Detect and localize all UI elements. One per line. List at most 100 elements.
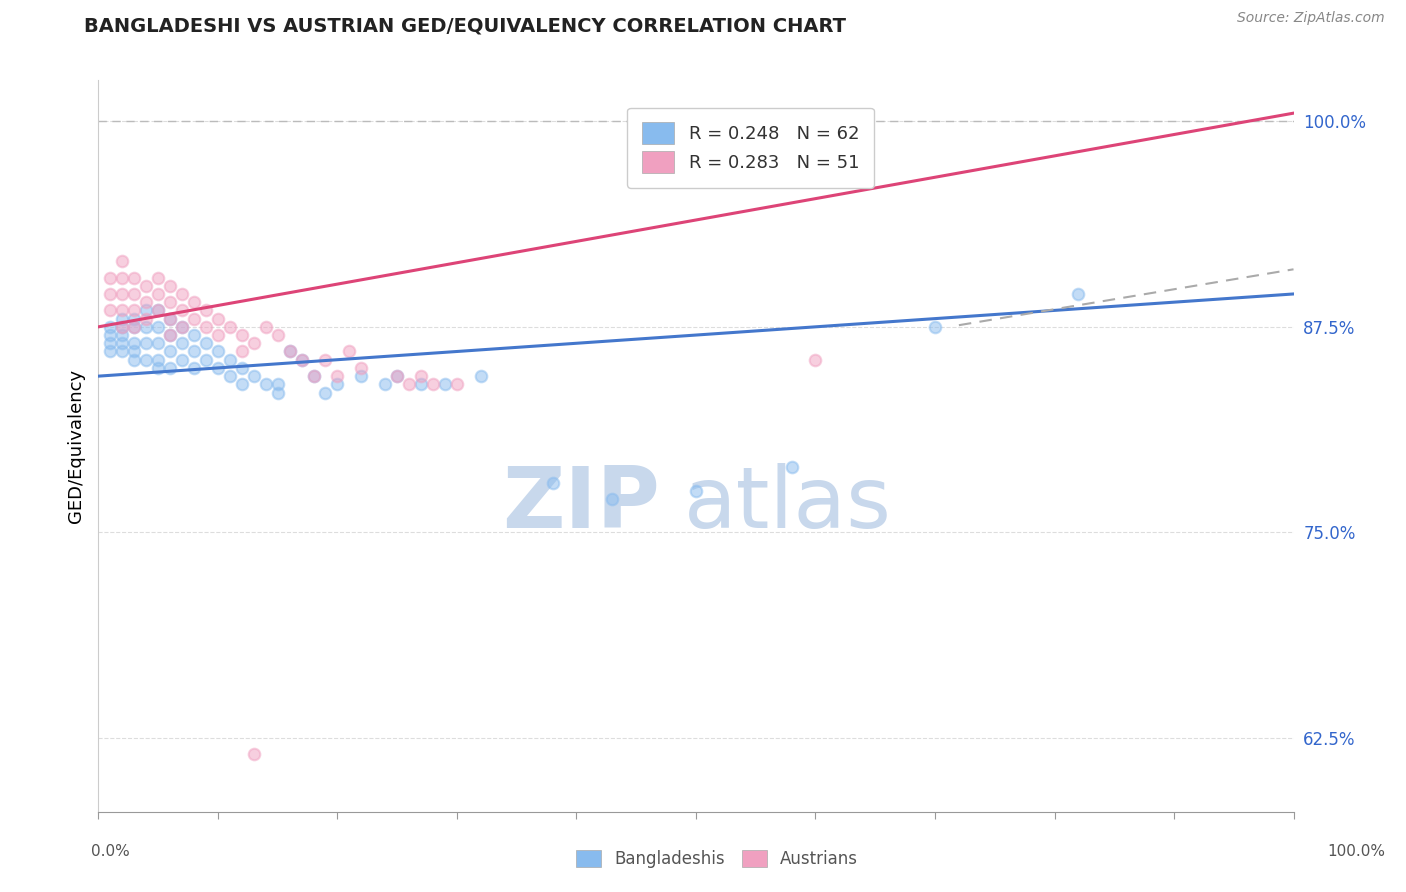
Point [195, 352, 218, 367]
Point [183, 360, 205, 375]
Point [385, 369, 409, 384]
Point [98, 328, 122, 343]
Point [148, 270, 170, 285]
Point [219, 352, 242, 367]
Legend: Bangladeshis, Austrians: Bangladeshis, Austrians [569, 843, 865, 875]
Point [231, 377, 253, 392]
Point [148, 303, 170, 318]
Point [111, 319, 134, 334]
Point [422, 377, 444, 392]
Point [195, 319, 218, 334]
Point [231, 328, 253, 343]
Point [135, 352, 157, 367]
Point [291, 352, 314, 367]
Point [124, 270, 146, 285]
Point [1067, 287, 1090, 301]
Point [98, 270, 122, 285]
Point [302, 369, 325, 384]
Point [148, 352, 170, 367]
Point [385, 369, 409, 384]
Point [172, 303, 194, 318]
Point [124, 303, 146, 318]
Point [195, 303, 218, 318]
Point [243, 747, 266, 762]
Point [195, 336, 218, 351]
Point [159, 360, 181, 375]
Point [172, 352, 194, 367]
Point [111, 287, 134, 301]
Point [124, 287, 146, 301]
Point [111, 328, 134, 343]
Point [924, 319, 946, 334]
Point [159, 311, 181, 326]
Point [159, 278, 181, 293]
Point [98, 319, 122, 334]
Point [159, 295, 181, 310]
Point [111, 311, 134, 326]
Point [254, 377, 277, 392]
Point [159, 328, 181, 343]
Point [172, 287, 194, 301]
Point [124, 319, 146, 334]
Point [98, 287, 122, 301]
Point [135, 336, 157, 351]
Point [602, 492, 624, 507]
Point [398, 377, 420, 392]
Point [183, 328, 205, 343]
Point [207, 344, 229, 359]
Y-axis label: GED/Equivalency: GED/Equivalency [66, 369, 84, 523]
Point [804, 352, 827, 367]
Point [172, 319, 194, 334]
Text: 0.0%: 0.0% [91, 845, 131, 859]
Point [446, 377, 468, 392]
Point [243, 336, 266, 351]
Point [148, 287, 170, 301]
Point [98, 344, 122, 359]
Point [111, 319, 134, 334]
Point [98, 336, 122, 351]
Point [135, 303, 157, 318]
Point [470, 369, 492, 384]
Point [183, 311, 205, 326]
Point [326, 377, 349, 392]
Point [148, 319, 170, 334]
Point [374, 377, 396, 392]
Point [780, 459, 803, 474]
Point [159, 311, 181, 326]
Point [350, 369, 373, 384]
Point [243, 369, 266, 384]
Point [315, 352, 337, 367]
Point [267, 328, 290, 343]
Point [124, 336, 146, 351]
Point [267, 377, 290, 392]
Point [326, 369, 349, 384]
Point [124, 311, 146, 326]
Legend: R = 0.248   N = 62, R = 0.283   N = 51: R = 0.248 N = 62, R = 0.283 N = 51 [627, 108, 873, 187]
Point [207, 328, 229, 343]
Point [148, 303, 170, 318]
Point [135, 311, 157, 326]
Point [350, 360, 373, 375]
Text: 100.0%: 100.0% [1327, 845, 1385, 859]
Point [411, 377, 433, 392]
Point [278, 344, 301, 359]
Point [172, 336, 194, 351]
Point [111, 254, 134, 268]
Point [111, 344, 134, 359]
Point [148, 336, 170, 351]
Text: Source: ZipAtlas.com: Source: ZipAtlas.com [1237, 12, 1385, 25]
Point [267, 385, 290, 400]
Point [315, 385, 337, 400]
Point [411, 369, 433, 384]
Text: ZIP: ZIP [502, 463, 661, 546]
Point [207, 311, 229, 326]
Point [111, 336, 134, 351]
Text: BANGLADESHI VS AUSTRIAN GED/EQUIVALENCY CORRELATION CHART: BANGLADESHI VS AUSTRIAN GED/EQUIVALENCY … [84, 16, 846, 35]
Point [98, 303, 122, 318]
Point [254, 319, 277, 334]
Point [302, 369, 325, 384]
Point [124, 319, 146, 334]
Point [135, 319, 157, 334]
Point [124, 352, 146, 367]
Point [231, 360, 253, 375]
